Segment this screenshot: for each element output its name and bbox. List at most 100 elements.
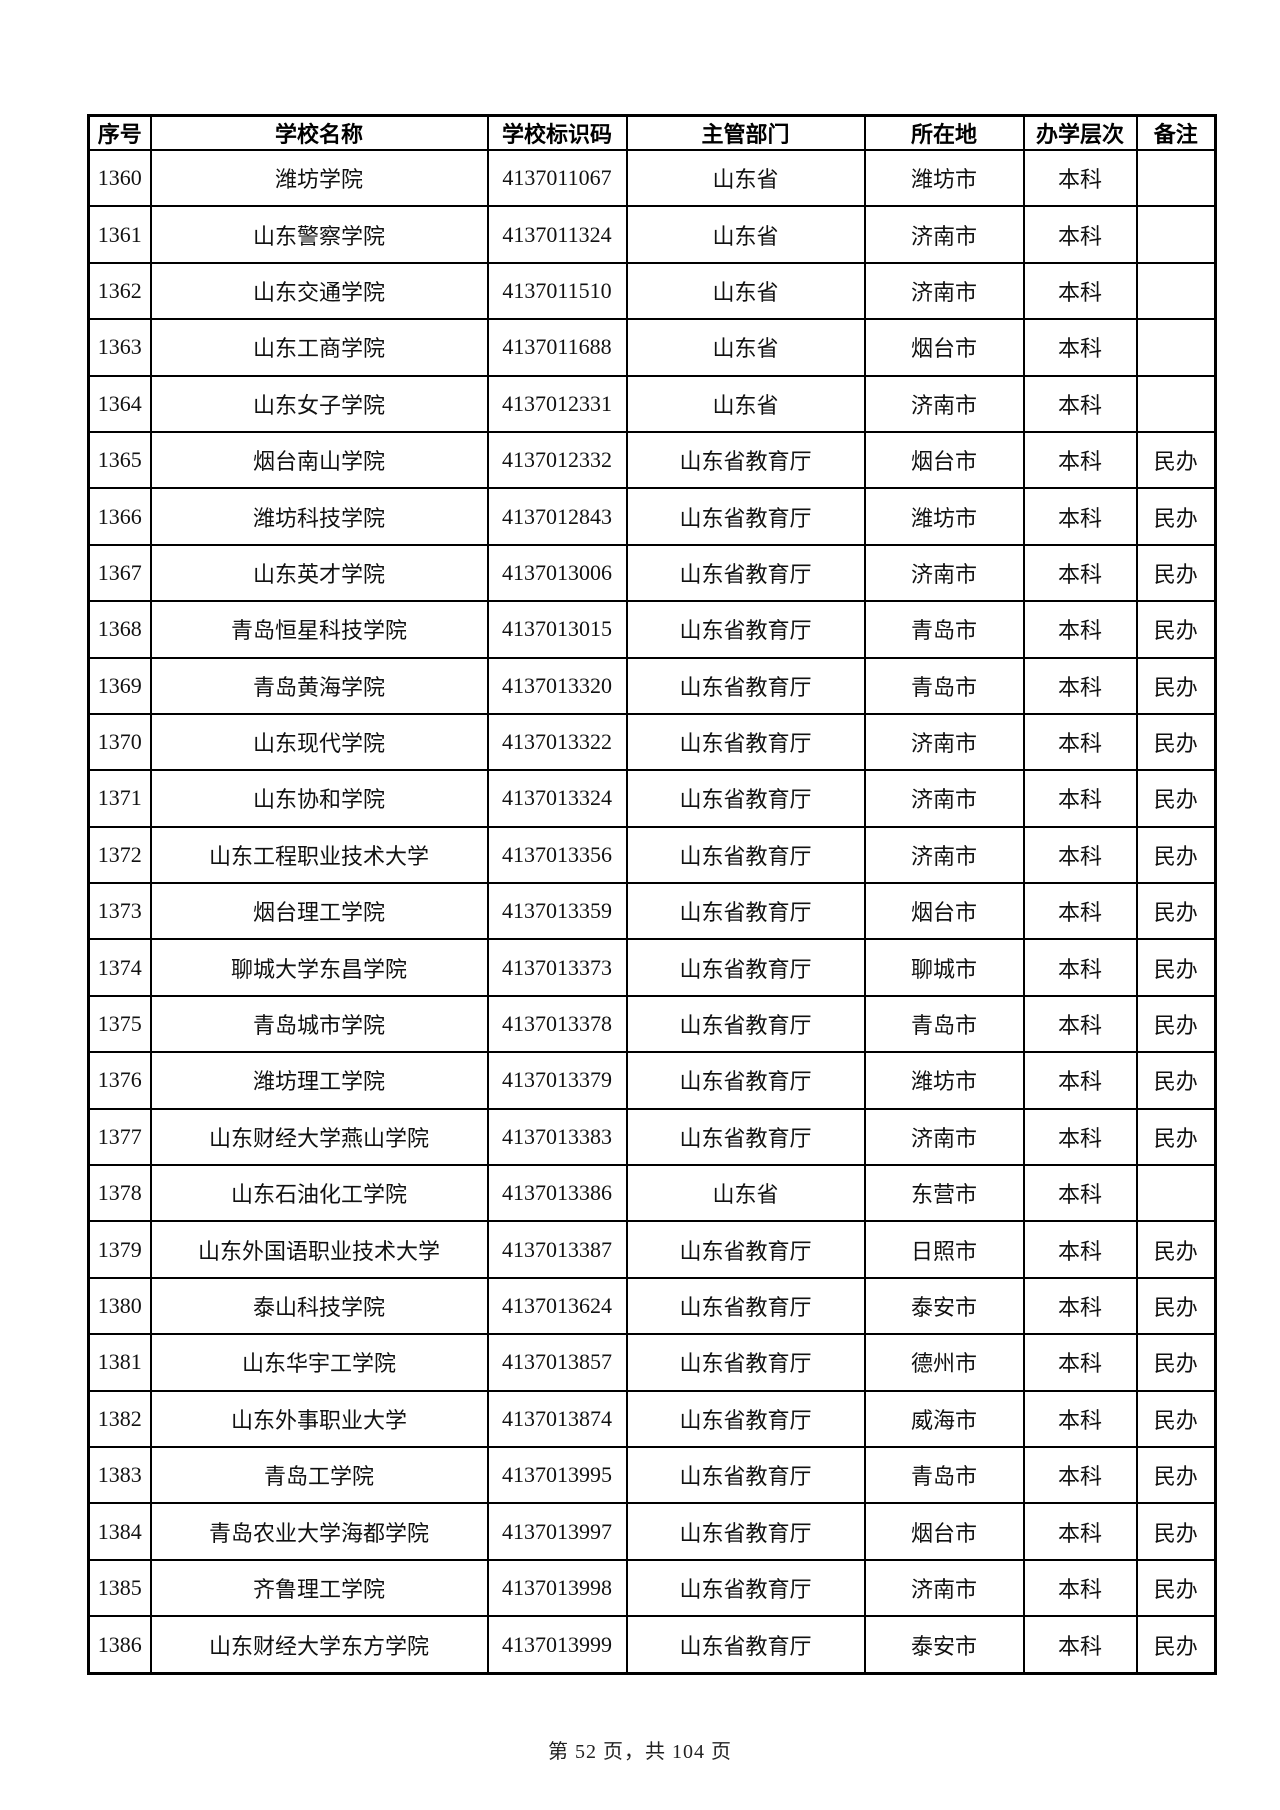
column-header-6: 备注 — [1135, 114, 1217, 151]
table-cell: 烟台市 — [863, 430, 1025, 490]
table-cell: 民办 — [1135, 825, 1217, 885]
page-number-footer: 第 52 页，共 104 页 — [548, 1741, 732, 1763]
table-cell: 本科 — [1022, 487, 1138, 546]
table-cell: 山东财经大学燕山学院 — [149, 1107, 489, 1167]
table-cell: 山东省教育厅 — [625, 1107, 866, 1167]
table-cell: 1379 — [87, 1220, 152, 1279]
table-row: 1378 山东石油化工学院 4137013386 山东省 东营市 本科 — [87, 1164, 1217, 1223]
table-cell: 4137013379 — [486, 1051, 628, 1110]
table-cell: 本科 — [1022, 1107, 1138, 1167]
table-cell: 青岛市 — [863, 994, 1025, 1054]
table-cell: 德州市 — [863, 1333, 1025, 1392]
table-header-row: 序号 学校名称 学校标识码 主管部门 所在地 办学层次 备注 — [87, 114, 1217, 151]
table-cell: 1386 — [87, 1615, 152, 1675]
table-row: 1381 山东华宇工学院 4137013857 山东省教育厅 德州市 本科 民办 — [87, 1333, 1217, 1392]
table-cell: 山东省教育厅 — [625, 656, 866, 715]
table-cell: 山东外国语职业技术大学 — [149, 1220, 489, 1279]
table-cell: 4137013359 — [486, 882, 628, 941]
table-cell: 山东省教育厅 — [625, 712, 866, 772]
table-cell: 4137013373 — [486, 938, 628, 997]
table-cell: 本科 — [1022, 1558, 1138, 1618]
table-cell — [1135, 1164, 1217, 1223]
table-cell: 山东省 — [625, 148, 866, 208]
table-row: 1365 烟台南山学院 4137012332 山东省教育厅 烟台市 本科 民办 — [87, 430, 1217, 490]
table-row: 1385 齐鲁理工学院 4137013998 山东省教育厅 济南市 本科 民办 — [87, 1558, 1217, 1618]
table-row: 1364 山东女子学院 4137012331 山东省 济南市 本科 — [87, 374, 1217, 433]
table-cell: 本科 — [1022, 205, 1138, 264]
table-cell: 济南市 — [863, 205, 1025, 264]
table-cell: 民办 — [1135, 656, 1217, 715]
table-cell: 山东省教育厅 — [625, 825, 866, 885]
table-cell: 济南市 — [863, 1558, 1025, 1618]
table-cell: 1369 — [87, 656, 152, 715]
table-cell: 4137013997 — [486, 1502, 628, 1561]
table-cell: 民办 — [1135, 994, 1217, 1054]
table-cell: 民办 — [1135, 1502, 1217, 1561]
table-cell: 聊城大学东昌学院 — [149, 938, 489, 997]
table-cell: 4137013324 — [486, 769, 628, 828]
table-row: 1368 青岛恒星科技学院 4137013015 山东省教育厅 青岛市 本科 民办 — [87, 600, 1217, 659]
table-cell: 1368 — [87, 600, 152, 659]
table-cell: 青岛市 — [863, 1445, 1025, 1505]
table-cell: 1363 — [87, 318, 152, 377]
table-body: 1360 潍坊学院 4137011067 山东省 潍坊市 本科 1361 山东警察学院 4137… — [87, 148, 1217, 1675]
table-cell: 山东省教育厅 — [625, 1276, 866, 1336]
table-cell: 本科 — [1022, 1333, 1138, 1392]
table-cell: 山东省教育厅 — [625, 1051, 866, 1110]
table-cell: 4137013386 — [486, 1164, 628, 1223]
table-cell: 本科 — [1022, 656, 1138, 715]
table-cell: 本科 — [1022, 1276, 1138, 1336]
table-cell: 烟台理工学院 — [149, 882, 489, 941]
table-row: 1382 山东外事职业大学 4137013874 山东省教育厅 威海市 本科 民办 — [87, 1389, 1217, 1448]
table-cell: 青岛农业大学海都学院 — [149, 1502, 489, 1561]
table-row: 1376 潍坊理工学院 4137013379 山东省教育厅 潍坊市 本科 民办 — [87, 1051, 1217, 1110]
table-cell: 本科 — [1022, 1502, 1138, 1561]
table-cell: 4137013999 — [486, 1615, 628, 1675]
table-cell: 济南市 — [863, 825, 1025, 885]
table-cell: 本科 — [1022, 374, 1138, 433]
table-cell: 潍坊理工学院 — [149, 1051, 489, 1110]
table-cell: 1385 — [87, 1558, 152, 1618]
table-cell: 山东省 — [625, 1164, 866, 1223]
table-cell: 山东省教育厅 — [625, 1502, 866, 1561]
table-cell: 1361 — [87, 205, 152, 264]
table-cell: 青岛市 — [863, 656, 1025, 715]
table-cell: 民办 — [1135, 882, 1217, 941]
table-cell: 济南市 — [863, 374, 1025, 433]
table-cell: 民办 — [1135, 712, 1217, 772]
table-cell — [1135, 318, 1217, 377]
table-cell: 本科 — [1022, 148, 1138, 208]
table-cell: 本科 — [1022, 769, 1138, 828]
table-row: 1371 山东协和学院 4137013324 山东省教育厅 济南市 本科 民办 — [87, 769, 1217, 828]
table-cell: 青岛黄海学院 — [149, 656, 489, 715]
table-cell: 山东现代学院 — [149, 712, 489, 772]
table-cell: 山东省教育厅 — [625, 1333, 866, 1392]
table-cell: 山东省教育厅 — [625, 600, 866, 659]
table-cell: 4137013320 — [486, 656, 628, 715]
table-cell: 烟台市 — [863, 1502, 1025, 1561]
table-cell: 聊城市 — [863, 938, 1025, 997]
table-cell: 山东省教育厅 — [625, 994, 866, 1054]
table-cell: 民办 — [1135, 1615, 1217, 1675]
table-cell: 民办 — [1135, 938, 1217, 997]
table-cell: 1378 — [87, 1164, 152, 1223]
table-row: 1363 山东工商学院 4137011688 山东省 烟台市 本科 — [87, 318, 1217, 377]
table-cell: 威海市 — [863, 1389, 1025, 1448]
table-cell: 济南市 — [863, 261, 1025, 321]
table-cell: 4137012331 — [486, 374, 628, 433]
table-cell: 山东华宇工学院 — [149, 1333, 489, 1392]
table-cell: 山东省教育厅 — [625, 1558, 866, 1618]
table-cell: 4137013015 — [486, 600, 628, 659]
table-cell: 1383 — [87, 1445, 152, 1505]
table-row: 1380 泰山科技学院 4137013624 山东省教育厅 泰安市 本科 民办 — [87, 1276, 1217, 1336]
table-cell: 潍坊市 — [863, 148, 1025, 208]
column-header-1: 学校名称 — [149, 114, 489, 151]
table-row: 1386 山东财经大学东方学院 4137013999 山东省教育厅 泰安市 本科 民办 — [87, 1615, 1217, 1675]
table-cell: 山东省教育厅 — [625, 1220, 866, 1279]
table-cell: 山东女子学院 — [149, 374, 489, 433]
table-cell: 本科 — [1022, 994, 1138, 1054]
table-cell: 山东省 — [625, 261, 866, 321]
column-header-4: 所在地 — [863, 114, 1025, 151]
table-cell: 潍坊学院 — [149, 148, 489, 208]
table-cell: 潍坊科技学院 — [149, 487, 489, 546]
